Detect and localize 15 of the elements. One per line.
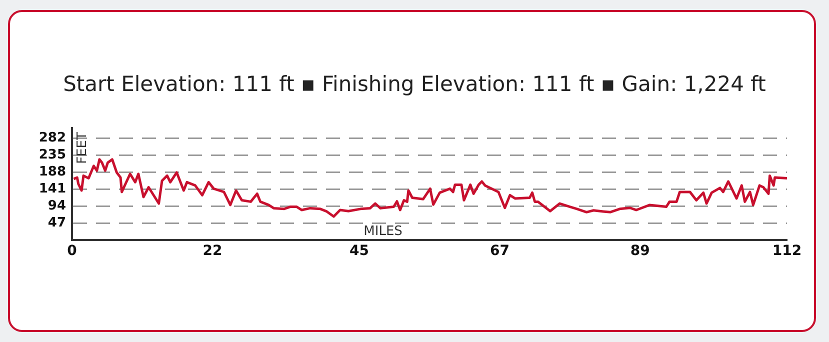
x-tick-label: 89 [630, 243, 650, 260]
y-axis-title: FEET [74, 132, 90, 164]
x-tick-label: 22 [202, 243, 222, 260]
y-tick-label: 47 [48, 215, 66, 230]
x-axis-title: MILES [364, 224, 402, 239]
x-tick-label: 0 [67, 243, 78, 260]
y-tick-label: 141 [38, 181, 66, 196]
chart-title: Start Elevation: 111 ft ▪ Finishing Elevation: 111 ft ▪ Gain: 1,224 ft [62, 72, 767, 96]
y-tick-label: 235 [38, 147, 66, 162]
y-tick-label: 94 [48, 198, 66, 214]
y-tick-label: 282 [38, 130, 66, 146]
x-tick-label: 112 [772, 243, 802, 260]
x-tick-label: 67 [490, 243, 510, 260]
y-tick-label: 188 [38, 164, 66, 180]
x-tick-label: 45 [350, 243, 370, 260]
